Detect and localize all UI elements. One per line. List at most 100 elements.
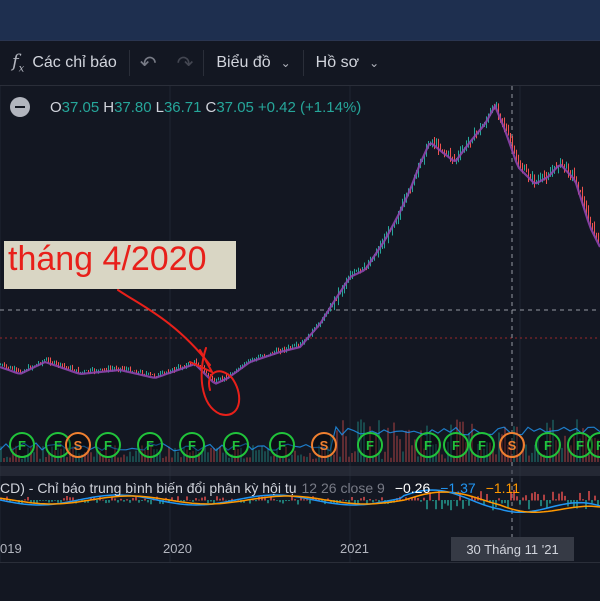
histogram-bar [483, 500, 485, 505]
histogram-bar [381, 497, 383, 501]
volume-bar [498, 432, 500, 462]
annotation-box[interactable] [4, 241, 236, 289]
volume-bar [270, 456, 272, 462]
histogram-bar [159, 500, 161, 504]
volume-bar [528, 455, 530, 462]
volume-bar [480, 448, 482, 462]
signal-marker: F [443, 432, 469, 458]
marker-letter: F [576, 438, 584, 453]
volume-bar [324, 449, 326, 462]
histogram-bar [438, 490, 440, 501]
volume-bar [249, 457, 251, 462]
volume-bar [180, 457, 182, 462]
chart-type-label: Biểu đồ [216, 54, 271, 71]
signal-marker: S [311, 432, 337, 458]
histogram-bar [102, 499, 104, 501]
annotation-text: tháng 4/2020 [8, 240, 207, 278]
histogram-bar [273, 498, 275, 501]
histogram-bar [132, 498, 134, 501]
histogram-bar [453, 500, 455, 501]
marker-letter: F [544, 438, 552, 453]
volume-bar [474, 456, 476, 462]
volume-bar [342, 420, 344, 462]
chart-type-button[interactable]: Biểu đồ ⌄ [204, 41, 302, 85]
chart-overlay [117, 289, 241, 416]
marker-circle [9, 432, 35, 458]
macd-line [0, 489, 600, 514]
volume-bar [456, 419, 458, 462]
histogram-bar [504, 500, 506, 503]
redo-icon[interactable]: ↷ [176, 52, 194, 75]
histogram-bar [339, 500, 341, 503]
volume-bar [393, 422, 395, 462]
volume-bar [60, 448, 62, 462]
histogram-bar [69, 497, 71, 501]
undo-icon[interactable]: ↶ [139, 52, 157, 75]
histogram-bar [441, 500, 443, 510]
volume-bar [165, 456, 167, 462]
histogram-bar [447, 500, 449, 506]
histogram-bar [351, 496, 353, 501]
x-axis-label-2019: 019 [0, 541, 22, 556]
volume-bar [66, 457, 68, 462]
histogram-bar [378, 500, 380, 503]
volume-bar [561, 447, 563, 462]
histogram-bar [555, 499, 557, 501]
histogram-bar [45, 500, 47, 501]
profile-button[interactable]: Hồ sơ ⌄ [304, 41, 391, 85]
histogram-bar [459, 492, 461, 501]
histogram-bar [354, 500, 356, 504]
marker-letter: S [320, 438, 329, 453]
histogram-bar [411, 497, 413, 501]
volume-bar [363, 422, 365, 462]
chevron-down-icon: ⌄ [280, 56, 291, 70]
marker-circle [587, 432, 600, 458]
signal-marker: F [137, 432, 163, 458]
volume-bar [162, 457, 164, 462]
annotation-arrow [117, 289, 215, 375]
volume-bar [210, 447, 212, 462]
histogram-bar [501, 500, 503, 504]
signal-marker: F [179, 432, 205, 458]
volume-bar [6, 456, 8, 462]
histogram-bar [249, 500, 251, 504]
histogram-bar [462, 500, 464, 509]
volume-bar [483, 448, 485, 462]
volume-bar [327, 447, 329, 462]
histogram-bar [225, 499, 227, 501]
histogram-bar [267, 500, 269, 504]
marker-circle [567, 432, 593, 458]
volume-bar [234, 448, 236, 462]
marker-circle [45, 432, 71, 458]
histogram-bar [54, 500, 56, 501]
marker-letter: F [18, 438, 26, 453]
macd-params: 12 26 close 9 [301, 480, 385, 496]
histogram-bar [300, 497, 302, 501]
histogram-bar [486, 493, 488, 501]
histogram-bar [558, 493, 560, 501]
volume-bar [3, 458, 5, 462]
marker-circle [499, 432, 525, 458]
histogram-bar [327, 498, 329, 501]
volume-bar [279, 457, 281, 462]
histogram-bar [129, 500, 131, 503]
collapse-legend-icon[interactable] [10, 97, 30, 117]
histogram-bar [276, 500, 278, 501]
histogram-bar [141, 500, 143, 501]
marker-circle [137, 432, 163, 458]
macd-legend: CD) - Chỉ báo trung bình biến đổi phân k… [0, 478, 520, 498]
volume-bar [237, 448, 239, 462]
indicators-button[interactable]: fx Các chỉ báo [0, 41, 129, 85]
histogram-bar [588, 491, 590, 501]
histogram-bar [186, 496, 188, 501]
histogram-bar [345, 500, 347, 502]
volume-bar [12, 447, 14, 462]
histogram-bar [579, 492, 581, 501]
signal-marker: F [567, 432, 593, 458]
histogram-bar [513, 490, 515, 501]
volume-bar [321, 444, 323, 462]
histogram-bar [189, 499, 191, 501]
marker-letter: F [478, 438, 486, 453]
volume-bar [558, 442, 560, 462]
